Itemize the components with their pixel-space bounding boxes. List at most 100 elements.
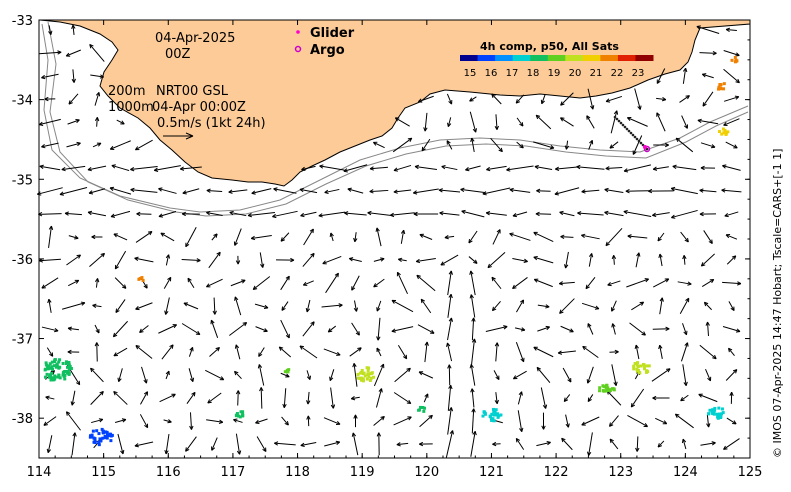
current-vector bbox=[675, 137, 694, 153]
current-vector-head bbox=[110, 213, 116, 218]
current-vector-head bbox=[468, 238, 473, 244]
current-vector-head bbox=[236, 450, 242, 455]
sst-pixel bbox=[605, 389, 609, 393]
current-vector-head bbox=[135, 345, 140, 350]
sst-pixel bbox=[643, 367, 647, 371]
current-vector bbox=[702, 73, 714, 79]
product-time-label: 04-Apr 00:00Z bbox=[152, 100, 246, 115]
current-vector-head bbox=[67, 349, 72, 355]
current-vector-head bbox=[347, 187, 352, 192]
current-vector-head bbox=[75, 380, 81, 386]
current-vector-head bbox=[705, 321, 710, 326]
colorbar: 15 16 17 18 19 20 21 22 23 bbox=[460, 55, 654, 79]
current-vector bbox=[671, 187, 698, 195]
current-vector bbox=[423, 393, 429, 403]
current-vector bbox=[559, 281, 575, 285]
current-vector-head bbox=[397, 257, 403, 263]
current-vector bbox=[610, 110, 618, 134]
sst-pixel bbox=[733, 55, 737, 59]
current-vector bbox=[252, 276, 271, 290]
current-vector-head bbox=[167, 419, 172, 424]
current-vector-head bbox=[262, 447, 267, 452]
current-vector bbox=[280, 232, 290, 242]
current-vector bbox=[725, 369, 738, 381]
current-vector bbox=[113, 320, 128, 338]
current-vector-head bbox=[594, 305, 600, 310]
current-vector-head bbox=[329, 232, 334, 237]
current-vector bbox=[421, 138, 431, 152]
current-vector bbox=[586, 115, 595, 129]
current-vector-head bbox=[393, 167, 399, 172]
current-vector bbox=[395, 117, 410, 127]
current-vector-head bbox=[540, 99, 545, 105]
current-vector bbox=[45, 396, 55, 400]
current-vector bbox=[581, 302, 600, 310]
current-vector bbox=[698, 393, 718, 403]
current-vector-head bbox=[301, 166, 306, 172]
current-vector bbox=[251, 235, 272, 239]
current-vector bbox=[307, 391, 310, 405]
current-vector-head bbox=[587, 397, 592, 402]
current-vector bbox=[447, 385, 452, 411]
current-vector-head bbox=[424, 341, 429, 346]
current-vector bbox=[487, 251, 506, 269]
current-vector bbox=[272, 210, 298, 218]
current-vector bbox=[113, 347, 128, 357]
current-vector-head bbox=[509, 232, 514, 237]
current-vector bbox=[118, 368, 123, 382]
current-vector-head bbox=[57, 50, 62, 55]
sst-pixel bbox=[636, 365, 640, 369]
current-vector bbox=[630, 388, 645, 408]
current-vector bbox=[611, 364, 617, 386]
current-vector bbox=[702, 91, 714, 107]
current-vector-head bbox=[191, 391, 196, 397]
current-vector bbox=[139, 325, 149, 333]
sst-pixel bbox=[56, 375, 60, 379]
current-vector-head bbox=[179, 166, 185, 171]
current-vector bbox=[491, 93, 502, 105]
current-vector-head bbox=[613, 110, 619, 115]
current-vector-head bbox=[438, 188, 443, 193]
current-vector-head bbox=[727, 347, 733, 353]
sst-pixel bbox=[48, 362, 52, 366]
current-vector bbox=[87, 211, 107, 217]
sst-pixel bbox=[612, 388, 616, 392]
current-vector-head bbox=[587, 323, 592, 328]
current-vector bbox=[540, 387, 547, 409]
sst-pixel bbox=[365, 377, 369, 381]
current-vector bbox=[471, 408, 475, 434]
current-vector-head bbox=[169, 344, 174, 349]
sst-pixel bbox=[717, 85, 721, 89]
current-vector-head bbox=[99, 74, 104, 79]
glider-track-point bbox=[619, 121, 623, 125]
current-vector bbox=[554, 187, 580, 195]
colorbar-tick-label: 18 bbox=[527, 68, 540, 79]
current-vector-head bbox=[300, 212, 305, 218]
sst-pixel bbox=[644, 370, 648, 374]
sst-pixel bbox=[366, 369, 370, 373]
current-vector-head bbox=[545, 325, 550, 331]
current-vector bbox=[439, 212, 460, 216]
glider-track-point bbox=[625, 127, 629, 131]
current-vector bbox=[446, 342, 453, 362]
current-vector bbox=[493, 370, 500, 380]
current-vector-head bbox=[135, 305, 140, 311]
current-vector bbox=[46, 347, 54, 357]
current-vector-head bbox=[418, 371, 424, 376]
current-vector-head bbox=[389, 212, 395, 218]
current-vector-head bbox=[482, 191, 487, 196]
current-vector-head bbox=[189, 346, 194, 352]
sst-pixel bbox=[360, 368, 364, 372]
current-vector-head bbox=[682, 67, 688, 73]
current-vector-head bbox=[576, 164, 581, 170]
current-vector bbox=[228, 189, 248, 193]
current-vector bbox=[281, 301, 289, 311]
current-vector bbox=[330, 232, 334, 242]
current-vector bbox=[723, 50, 740, 56]
sst-pixel bbox=[712, 412, 716, 416]
lat-tick-label: -36 bbox=[12, 253, 33, 268]
current-vector-head bbox=[391, 299, 397, 304]
sst-pixel bbox=[493, 410, 497, 414]
current-vector bbox=[495, 392, 498, 404]
current-vector-head bbox=[181, 211, 186, 217]
